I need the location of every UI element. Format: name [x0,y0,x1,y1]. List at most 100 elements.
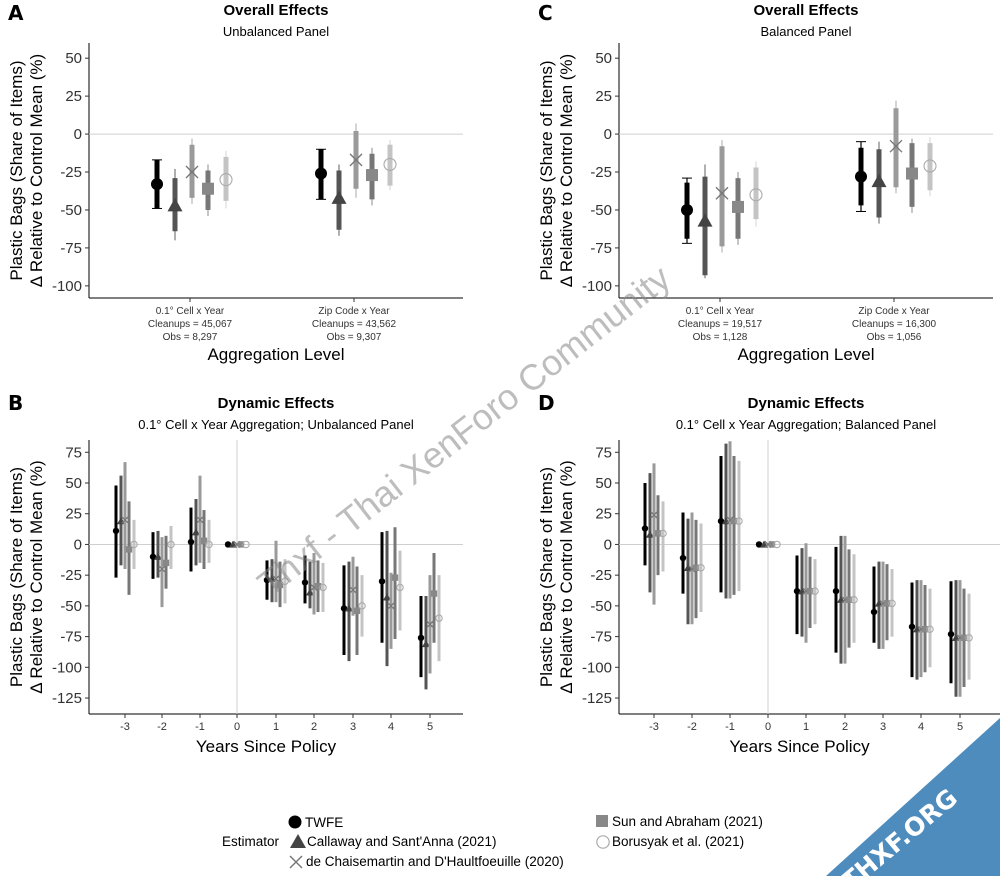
chart-subtitle: Balanced Panel [760,24,851,39]
data-point [888,599,896,608]
x-tick-label: Obs = 1,128 [693,332,748,343]
y-tick-label: 50 [65,50,82,67]
y-axis-label: Plastic Bags (Share of Items) [7,60,26,280]
y-axis-label: Δ Relative to Control Mean (%) [27,460,46,693]
panel-d: D Dynamic Effects 0.1° Cell x Year Aggrega… [537,391,1000,756]
legend-sun-marker-icon [596,815,608,827]
data-point [906,167,918,180]
data-point [749,188,763,202]
data-point [276,581,284,589]
legend-sun-label: Sun and Abraham (2021) [612,814,763,829]
data-point [646,530,654,538]
data-point [154,552,162,560]
series-triangle [697,141,887,279]
x-tick-label: 0.1° Cell x Year [156,306,225,317]
y-tick-label: -75 [590,240,612,257]
data-point [926,625,934,633]
data-point-stroke [426,620,434,628]
data-point [383,157,397,171]
data-point [692,564,700,571]
series-circle [641,455,955,684]
data-point [679,554,687,562]
data-point [315,167,327,180]
data-point [960,634,968,642]
legend-borusyak-marker-icon [596,835,610,849]
watermark-badge-icon [826,718,1000,876]
x-tick-label: Obs = 8,297 [163,332,218,343]
x-tick-label: 4 [918,721,924,733]
y-tick-label: 25 [595,88,612,105]
series-triangle [167,164,347,241]
x-axis-label: Years Since Policy [729,737,870,756]
y-tick-label: -125 [582,690,612,707]
y-tick-label: 75 [65,444,82,461]
x-tick-label: 3 [350,721,356,733]
y-tick-label: -100 [52,659,82,676]
data-point [358,602,366,610]
data-point [314,583,322,590]
data-point [417,634,425,642]
y-tick-label: -100 [582,278,612,295]
y-tick-label: 0 [74,126,82,143]
y-tick-label: -50 [60,202,82,219]
series-square [125,501,438,656]
data-point [378,578,386,585]
y-axis-label: Plastic Bags (Share of Items) [537,467,556,687]
series-circle [112,485,425,678]
x-tick-label: 0 [765,721,771,733]
x-tick-label: 2 [842,721,848,733]
data-point [237,541,245,548]
data-point-stroke [715,186,729,200]
data-point [641,525,649,532]
data-point-stroke [889,139,903,153]
y-tick-label: -50 [60,598,82,615]
series-open-circle [219,140,397,209]
x-tick-label: -2 [157,721,167,733]
y-tick-label: -25 [590,567,612,584]
x-tick-label: 0 [234,721,240,733]
series-circle [151,148,327,209]
chart-subtitle: Unbalanced Panel [223,24,329,39]
data-point [793,587,801,595]
data-point [697,564,705,572]
data-point [697,213,713,227]
y-tick-label: -50 [590,202,612,219]
data-point [200,537,208,544]
data-point [921,626,929,633]
panel-letter: B [8,391,23,415]
data-point-stroke [650,511,658,519]
series-open-circle [659,460,973,680]
data-point [242,540,250,549]
data-point-stroke [185,165,199,179]
data-point [889,139,903,153]
data-point [659,529,667,538]
y-axis-label: Δ Relative to Control Mean (%) [557,460,576,693]
series-open-circle [130,519,443,662]
panel-b: B Dynamic Effects 0.1° Cell x Year Aggrega… [7,391,463,756]
data-point [715,186,729,200]
series-square [202,147,378,217]
y-tick-label: -75 [60,240,82,257]
data-point [768,541,776,548]
x-tick-label: Zip Code x Year [858,306,930,317]
y-axis-label: Δ Relative to Control Mean (%) [557,54,576,287]
y-tick-label: -25 [60,164,82,181]
data-point [965,634,973,642]
data-point [845,596,853,603]
data-point [219,173,233,187]
data-point [717,517,725,525]
x-tick-label: 2 [311,721,317,733]
data-point [430,590,438,597]
series-triangle [646,443,960,697]
data-point [735,517,743,525]
data-point [149,553,157,560]
x-tick-label: Cleanups = 16,300 [852,319,937,330]
data-point [732,200,744,213]
series-circle [681,141,867,244]
x-tick-label: 1 [273,721,279,733]
data-point [272,575,280,583]
data-point [650,511,658,519]
data-point [832,587,840,595]
x-tick-label: -1 [195,721,205,733]
